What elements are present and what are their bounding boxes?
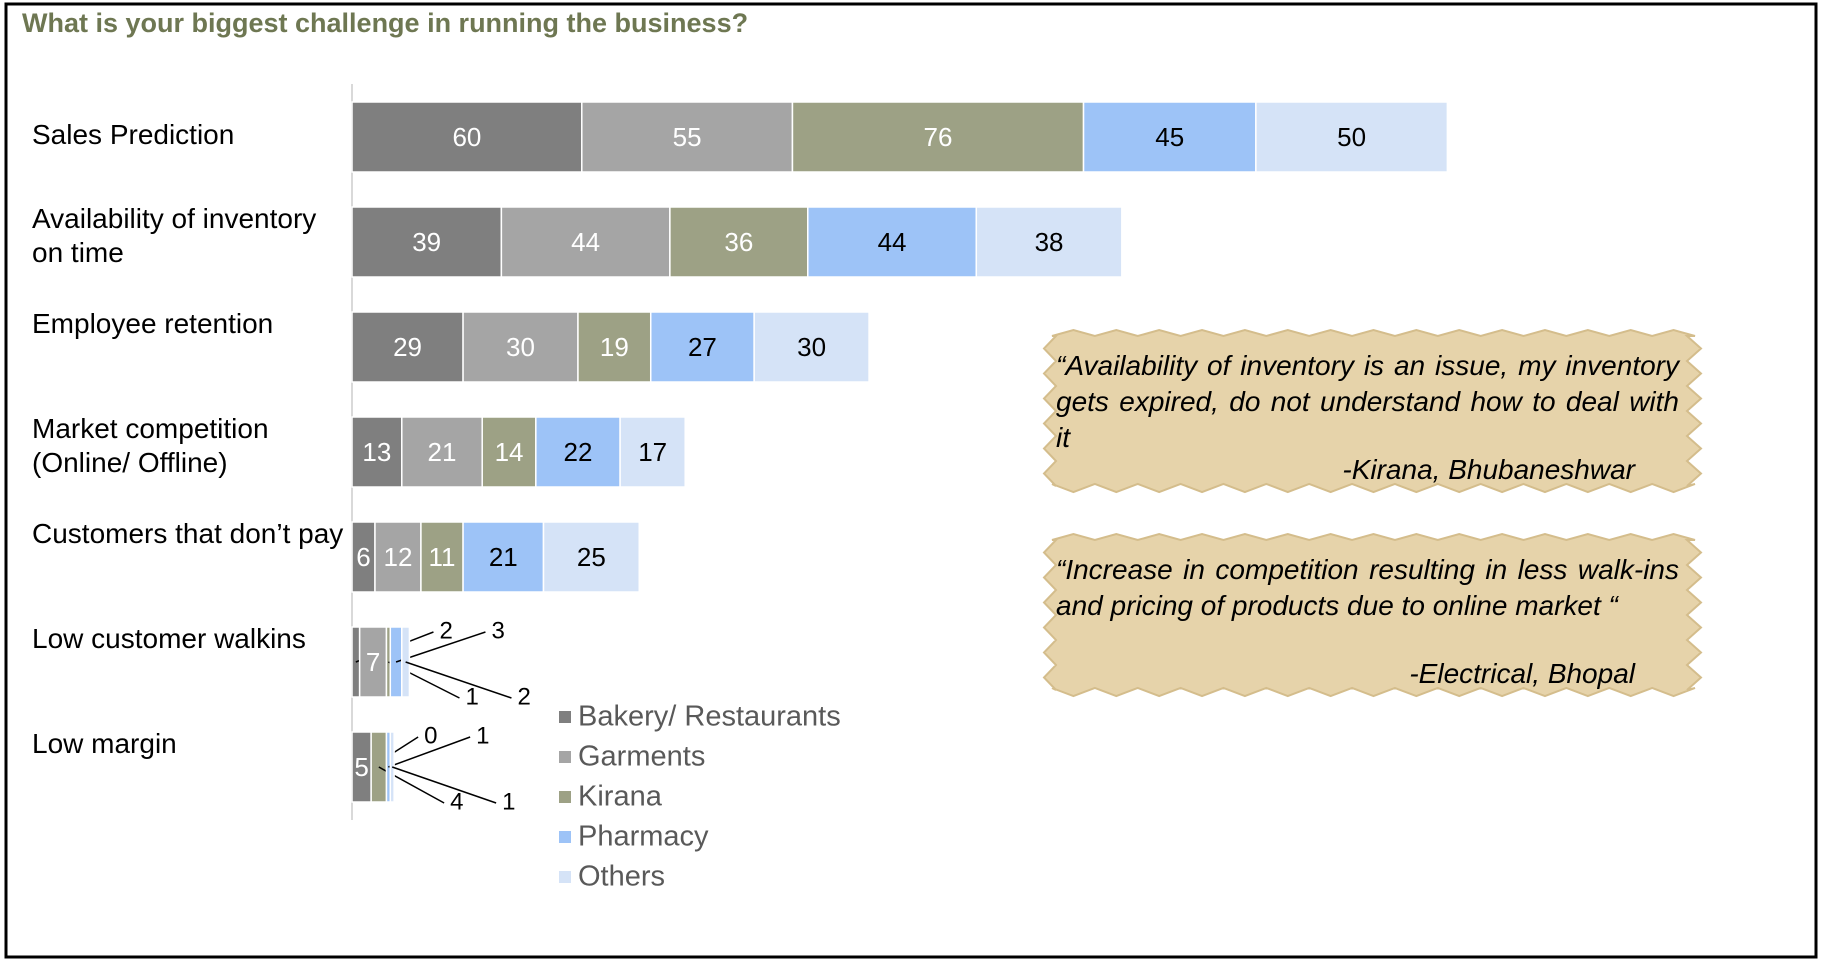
bar-segment xyxy=(669,206,809,278)
legend-swatch xyxy=(559,751,571,763)
category-label: Sales Prediction xyxy=(32,119,235,150)
legend-label: Kirana xyxy=(578,781,663,813)
data-label: 22 xyxy=(564,437,593,467)
data-label: 1 xyxy=(502,788,515,815)
data-label: 44 xyxy=(878,227,907,257)
bar-segment xyxy=(577,311,652,383)
bar-segment xyxy=(462,311,579,383)
category-label: Customers that don’t pay xyxy=(32,518,344,549)
data-label: 0 xyxy=(424,722,437,749)
data-label: 50 xyxy=(1337,122,1366,152)
quote-background xyxy=(1042,328,1703,494)
quote: “Availability of inventory is an issue, … xyxy=(1042,326,1705,496)
label-leader xyxy=(395,631,486,663)
legend-label: Others xyxy=(578,861,665,893)
bar-segment xyxy=(351,416,403,488)
data-label: 30 xyxy=(797,332,826,362)
bar-segment xyxy=(791,101,1085,173)
data-label: 76 xyxy=(924,122,953,152)
legend-swatch xyxy=(559,871,571,883)
bar-segment xyxy=(351,311,464,383)
data-label: 14 xyxy=(495,437,524,467)
data-label: 1 xyxy=(476,722,489,749)
data-label: 11 xyxy=(429,542,456,572)
bar-segment xyxy=(649,311,755,383)
category-label: Low margin xyxy=(32,728,177,759)
label-leader xyxy=(405,661,512,699)
data-label: 44 xyxy=(571,227,600,257)
data-label: 13 xyxy=(362,437,391,467)
quote-source: -Electrical, Bhopal xyxy=(1409,658,1635,689)
bar-segment xyxy=(351,101,583,173)
legend-label: Pharmacy xyxy=(578,821,709,853)
data-label: 38 xyxy=(1035,227,1064,257)
data-label: 1 xyxy=(465,683,478,710)
bar-segment xyxy=(462,521,545,593)
data-label: 2 xyxy=(517,683,530,710)
data-label: 21 xyxy=(428,437,457,467)
category-label: Market competition (Online/ Offline) xyxy=(32,413,269,478)
legend-swatch xyxy=(559,711,571,723)
data-label: 60 xyxy=(452,122,481,152)
data-label: 36 xyxy=(724,227,753,257)
quote-text: “Availability of inventory is an issue, … xyxy=(1056,350,1679,453)
bar-segment xyxy=(542,521,640,593)
category-label: Low customer walkins xyxy=(32,623,306,654)
chart-title: What is your biggest challenge in runnin… xyxy=(22,8,749,38)
data-label: 3 xyxy=(491,617,504,644)
legend-swatch xyxy=(559,791,571,803)
data-label: 17 xyxy=(638,437,667,467)
data-label: 7 xyxy=(366,647,380,677)
data-label: 12 xyxy=(383,542,412,572)
quote-source: -Kirana, Bhubaneshwar xyxy=(1342,454,1635,485)
data-label: 45 xyxy=(1155,122,1184,152)
data-label: 29 xyxy=(393,332,422,362)
quote: “Increase in competition resulting in le… xyxy=(1042,530,1705,700)
bar-segment xyxy=(351,206,503,278)
bar-segment xyxy=(753,311,870,383)
data-label: 25 xyxy=(577,542,606,572)
data-label: 2 xyxy=(439,617,452,644)
legend-label: Garments xyxy=(578,741,705,773)
label-leader xyxy=(391,766,497,804)
data-label: 19 xyxy=(600,332,629,362)
bar-segment xyxy=(581,101,794,173)
data-label: 4 xyxy=(450,788,463,815)
bar-segment xyxy=(500,206,671,278)
bar-segment xyxy=(389,626,403,698)
data-label: 6 xyxy=(356,542,370,572)
data-label: 21 xyxy=(489,542,518,572)
bar-segment xyxy=(619,416,686,488)
bar-segment xyxy=(1082,101,1257,173)
data-label: 39 xyxy=(412,227,441,257)
bar-segment xyxy=(975,206,1123,278)
bar-segment xyxy=(1255,101,1449,173)
data-label: 5 xyxy=(354,752,368,782)
category-label: Employee retention xyxy=(32,308,274,339)
legend-swatch xyxy=(559,831,571,843)
frame xyxy=(4,2,1818,959)
bar-segment xyxy=(374,521,422,593)
label-leader xyxy=(388,736,471,768)
legend-label: Bakery/ Restaurants xyxy=(578,701,841,733)
bar-segment xyxy=(481,416,537,488)
quote-background xyxy=(1042,532,1703,698)
data-label: 30 xyxy=(506,332,535,362)
category-label: Availability of inventory on time xyxy=(32,203,317,268)
data-label: 55 xyxy=(673,122,702,152)
quote-text: “Increase in competition resulting in le… xyxy=(1056,554,1679,621)
data-label: 27 xyxy=(688,332,717,362)
bar-segment xyxy=(807,206,978,278)
